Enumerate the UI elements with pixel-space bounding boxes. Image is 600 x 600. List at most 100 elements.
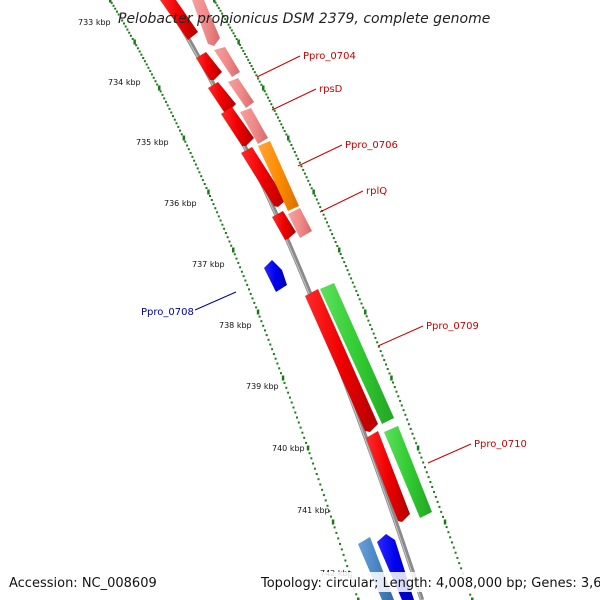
track-dot — [326, 221, 328, 224]
track-dot — [230, 244, 233, 247]
track-dot — [273, 109, 276, 112]
track-dot — [138, 50, 141, 53]
track-dot — [358, 298, 361, 301]
scale-tick — [182, 135, 186, 141]
gene-rpsd[interactable] — [208, 82, 236, 112]
gene-rplq-outer[interactable] — [288, 208, 312, 238]
track-dot — [243, 52, 246, 55]
track-dot — [296, 416, 298, 419]
gene-ppro-0708[interactable] — [264, 260, 287, 292]
track-dot — [264, 329, 266, 332]
gene-ppro-0709-outer[interactable] — [320, 283, 394, 424]
track-dot — [186, 144, 189, 147]
track-dot — [319, 206, 322, 209]
gene-ppro-0710-outer[interactable] — [384, 426, 432, 518]
track-dot — [314, 194, 317, 197]
track-dot — [456, 556, 459, 559]
track-dot — [240, 270, 243, 273]
scale-tick — [232, 247, 235, 253]
track-dot — [265, 334, 268, 337]
gene-ppro-0703-outer[interactable] — [192, 0, 220, 46]
map-title: Pelobacter propionicus DSM 2379, complet… — [118, 11, 490, 27]
gene-rplq-inner[interactable] — [241, 147, 286, 207]
gene-orange[interactable] — [258, 141, 299, 211]
gene-label-rplq[interactable]: rplQ — [366, 186, 387, 197]
track-dot — [400, 404, 403, 407]
gene-pink-4[interactable] — [240, 108, 268, 144]
gene-label-ppro-0704[interactable]: Ppro_0704 — [303, 51, 356, 62]
track-dot — [239, 43, 241, 46]
gene-ppro-0704[interactable] — [196, 52, 222, 80]
track-dot — [413, 437, 416, 440]
track-dot — [297, 421, 300, 424]
gene-label-ppro-0709[interactable]: Ppro_0709 — [426, 321, 479, 332]
gene-pink-2[interactable] — [214, 47, 240, 77]
track-dot — [379, 350, 382, 353]
track-dot — [293, 151, 296, 153]
gene-ppro-0703-inner[interactable] — [160, 0, 198, 40]
track-dot — [140, 53, 143, 56]
kbp-label: 733 kbp — [78, 18, 111, 27]
track-dot — [386, 368, 389, 370]
track-dot — [409, 427, 412, 430]
track-dot — [265, 93, 268, 96]
gene-labels: Ppro_0704 rpsD Ppro_0706 rplQ Ppro_0708 … — [141, 51, 527, 450]
track-dot — [143, 60, 146, 63]
track-dot — [255, 306, 258, 309]
scale-tick — [207, 189, 210, 195]
track-dot — [348, 570, 350, 573]
track-dot — [288, 396, 291, 399]
track-dot — [245, 55, 248, 58]
track-dot — [332, 237, 335, 240]
track-dot — [165, 100, 167, 103]
leader-ppro-0708 — [194, 291, 237, 311]
track-dot — [280, 372, 282, 375]
gene-label-ppro-0706[interactable]: Ppro_0706 — [345, 140, 398, 151]
genome-stats-text: Topology: circular; Length: 4,008,000 bp… — [260, 576, 600, 591]
track-dot — [438, 505, 441, 508]
track-dot — [436, 500, 439, 503]
track-dot — [189, 152, 192, 154]
track-dot — [242, 49, 245, 52]
track-dot — [175, 122, 178, 125]
track-dot — [295, 154, 298, 157]
track-dot — [177, 125, 180, 128]
track-dot — [383, 359, 386, 361]
gene-ppro-0709-inner[interactable] — [305, 289, 378, 432]
track-dot — [216, 4, 219, 7]
track-dot — [272, 353, 275, 355]
gene-pink-3[interactable] — [228, 78, 254, 108]
track-dot — [258, 315, 261, 318]
track-dot — [321, 488, 324, 491]
track-dot — [299, 426, 302, 429]
track-dot — [179, 129, 181, 132]
track-dot — [315, 198, 318, 201]
gene-features — [160, 0, 432, 600]
track-dot — [172, 115, 174, 118]
track-dot — [370, 328, 373, 331]
track-dot — [313, 467, 316, 470]
track-dot — [239, 266, 242, 269]
track-dot — [425, 471, 428, 474]
track-dot — [200, 175, 203, 178]
track-dot — [422, 461, 425, 464]
track-dot — [253, 71, 256, 74]
gene-small-red[interactable] — [272, 211, 296, 240]
gene-label-ppro-0710[interactable]: Ppro_0710 — [474, 439, 527, 450]
gene-label-rpsd[interactable]: rpsD — [319, 84, 343, 95]
track-dot — [374, 336, 377, 339]
gene-ppro-0710-inner[interactable] — [366, 431, 410, 522]
scale-tick — [213, 0, 216, 3]
track-dot — [196, 167, 199, 170]
track-dot — [230, 29, 233, 32]
gene-ppro-0706[interactable] — [221, 107, 254, 146]
gene-label-ppro-0708[interactable]: Ppro_0708 — [141, 307, 194, 318]
track-dot — [310, 457, 313, 460]
track-dot — [411, 432, 414, 435]
scale-tick — [416, 445, 420, 451]
track-dot — [297, 158, 300, 161]
track-dot — [278, 119, 281, 122]
genome-backbone-highlight — [163, 0, 422, 600]
scale-tick — [364, 309, 367, 315]
track-dot — [117, 13, 120, 16]
